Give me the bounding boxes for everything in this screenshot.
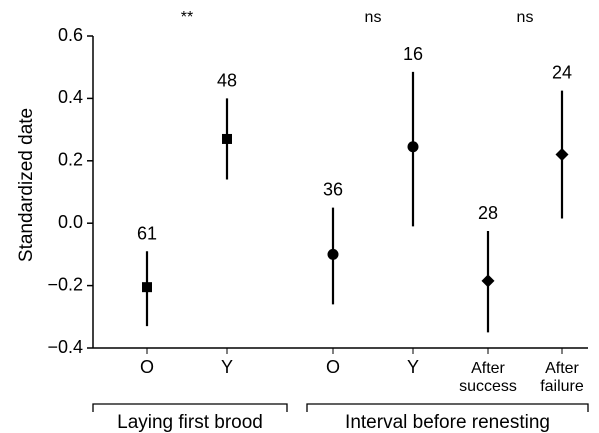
sample-size-label: 24 [552,63,572,83]
sample-size-label: 36 [323,180,343,200]
y-tick-label: 0.2 [58,150,83,170]
y-tick-label: 0.0 [58,212,83,232]
data-point-diamond [481,274,495,288]
data-point-diamond [555,148,569,162]
y-tick-label: −0.4 [47,337,83,357]
sample-size-label: 61 [137,223,157,243]
sample-size-label: 16 [403,44,423,64]
x-category-label: After [545,360,579,377]
sample-size-label: 48 [217,70,237,90]
group-bracket [92,403,288,412]
y-tick-label: −0.2 [47,274,83,294]
significance-label: ns [517,9,534,26]
x-category-label: failure [540,378,584,395]
y-tick-label: 0.6 [58,25,83,45]
group-label: Laying first brood [117,412,263,433]
sample-size-label: 28 [478,203,498,223]
x-category-label: O [326,357,340,377]
y-axis-title: Standardized date [16,108,37,262]
data-point-square [222,133,232,144]
x-category-label: Y [407,357,419,377]
significance-label: ns [365,9,382,26]
significance-label: ** [181,9,193,26]
group-bracket [306,403,589,412]
data-point-square [142,282,152,293]
x-category-label: success [459,378,517,395]
data-point-circle [327,248,339,260]
data-point-circle [407,141,419,153]
y-tick-label: 0.4 [58,87,83,107]
group-label: Interval before renesting [345,412,550,433]
x-category-label: After [471,360,505,377]
x-category-label: Y [221,357,233,377]
x-category-label: O [140,357,154,377]
